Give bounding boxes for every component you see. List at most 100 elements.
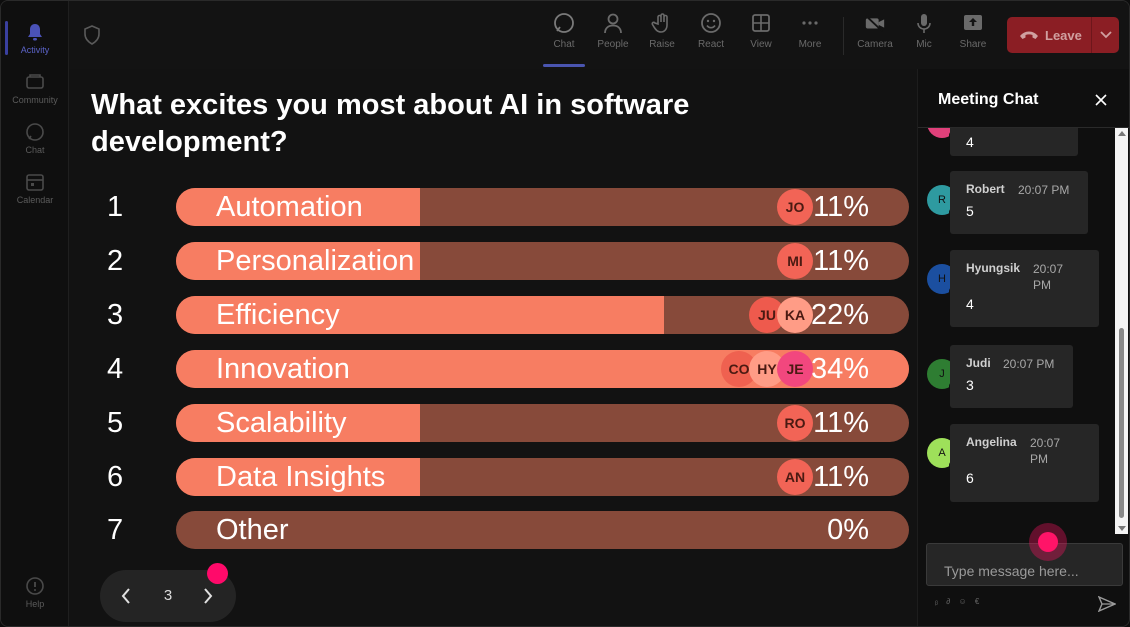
message-text: 4 [966, 296, 974, 312]
toolbar-label: Chat [553, 39, 575, 50]
scrollbar-thumb[interactable] [1119, 328, 1124, 518]
rail-item-chat[interactable]: Chat [1, 113, 69, 163]
close-chat-button[interactable] [1090, 89, 1112, 111]
send-icon [1098, 596, 1116, 612]
prev-page-button[interactable] [106, 570, 146, 622]
rail-item-activity[interactable]: Activity [1, 13, 69, 63]
option-percent: 22% [810, 299, 869, 331]
option-result-bar: Scalability 11% RO [176, 404, 909, 442]
option-percent: 11% [813, 191, 869, 223]
toolbar-raise-button[interactable]: Raise [639, 11, 685, 61]
message-text: 5 [966, 203, 974, 219]
poll-option-row: 7 Other 0% [69, 511, 917, 549]
voter-avatars: RO [777, 405, 813, 441]
chevron-down-icon[interactable] [1091, 17, 1119, 53]
community-icon [25, 72, 45, 92]
voter-avatar[interactable]: JO [777, 189, 813, 225]
option-percent: 34% [810, 353, 869, 385]
toolbar-react-button[interactable]: React [688, 11, 734, 61]
voter-avatar[interactable]: AN [777, 459, 813, 495]
option-label: Automation [216, 191, 363, 223]
sender-name: Angelina [966, 435, 1017, 449]
avatar-initial: R [938, 194, 946, 206]
chat-icon [25, 122, 45, 142]
rail-item-community[interactable]: Community [1, 63, 69, 113]
option-number: 6 [107, 461, 124, 493]
toolbar-chat-button[interactable]: Chat [541, 11, 587, 67]
toolbar-camera-button[interactable]: Camera [852, 11, 898, 61]
message-text: 6 [966, 470, 974, 486]
option-result-fill [176, 242, 420, 280]
chat-message: R Robert 20:07 PM 5 [918, 171, 1114, 234]
toolbar-mic-button[interactable]: Mic [901, 11, 947, 61]
option-number: 5 [107, 407, 124, 439]
message-bubble: Hyungsik 20:07 PM 4 [950, 250, 1099, 327]
leave-button[interactable]: Leave [1007, 17, 1119, 53]
format-toolbar[interactable]: ᵦ ∂ ☺ € [935, 597, 983, 606]
option-label: Efficiency [216, 299, 340, 331]
option-result-bar: Automation 11% JO [176, 188, 909, 226]
option-label: Other [216, 514, 289, 546]
sender-name: Judi [966, 356, 991, 370]
next-page-button[interactable] [188, 570, 228, 622]
voter-avatar[interactable]: RO [777, 405, 813, 441]
voter-avatar[interactable]: MI [777, 243, 813, 279]
toolbar-share-button[interactable]: Share [950, 11, 996, 61]
voter-avatar[interactable]: JE [777, 351, 813, 387]
message-bubble: Judi 20:07 PM 3 [950, 345, 1073, 408]
rail-item-calendar[interactable]: Calendar [1, 163, 69, 213]
option-result-fill [176, 188, 420, 226]
meeting-toolbar: Chat People Raise React View More Camera [69, 1, 1129, 69]
toolbar-label: People [597, 39, 629, 50]
option-number: 3 [107, 299, 124, 331]
message-text: 3 [966, 377, 974, 393]
option-label: Scalability [216, 407, 347, 439]
option-percent: 0% [827, 514, 869, 546]
chat-message: A Angelina 20:07 PM 6 [918, 424, 1114, 502]
option-percent: 11% [813, 407, 869, 439]
sender-name: Robert [966, 182, 1005, 196]
toolbar-label: Share [959, 39, 987, 50]
voter-avatars: MI [777, 243, 813, 279]
rail-item-label: Help [25, 598, 45, 609]
scroll-up-arrow-icon[interactable] [1118, 131, 1126, 136]
chat-message-input[interactable] [926, 543, 1123, 586]
toolbar-more-button[interactable]: More [787, 11, 833, 61]
toolbar-divider [843, 17, 844, 55]
rail-item-help[interactable]: Help [1, 567, 69, 617]
option-number: 7 [107, 514, 124, 546]
poll-option-row: 4 Innovation 34% CO HY JE [69, 350, 917, 388]
scroll-down-arrow-icon[interactable] [1118, 526, 1126, 531]
option-result-fill [176, 296, 664, 334]
poll-option-row: 6 Data Insights 11% AN [69, 458, 917, 496]
chat-message: 4 [918, 128, 1114, 156]
mic-icon [913, 11, 935, 35]
option-number: 1 [107, 191, 124, 223]
message-timestamp: 20:07 PM [1018, 183, 1070, 197]
meeting-chat-panel: Meeting Chat 4 R Robert 20:07 PM 5 H Hyungsik 2… [917, 69, 1129, 626]
more-icon [799, 11, 821, 35]
share-icon [962, 11, 984, 35]
toolbar-label: View [750, 39, 772, 50]
voter-avatars: CO HY JE [721, 351, 813, 387]
option-result-bar: Innovation 34% CO HY JE [176, 350, 909, 388]
voter-avatar[interactable]: HY [749, 351, 785, 387]
cursor-indicator-dot [1029, 523, 1067, 561]
poll-option-row: 2 Personalization 11% MI [69, 242, 917, 280]
message-bubble: Angelina 20:07 PM 6 [950, 424, 1099, 502]
chat-scrollbar[interactable] [1115, 128, 1128, 534]
option-result-bar: Personalization 11% MI [176, 242, 909, 280]
voter-avatars: AN [777, 459, 813, 495]
message-bubble: Robert 20:07 PM 5 [950, 171, 1088, 234]
smile-icon [700, 11, 722, 35]
shield-icon[interactable] [83, 25, 101, 50]
poll-results-panel: What excites you most about AI in softwa… [69, 69, 917, 626]
page-number: 3 [163, 587, 173, 604]
send-button[interactable] [1096, 593, 1118, 615]
toolbar-view-button[interactable]: View [738, 11, 784, 61]
toolbar-people-button[interactable]: People [590, 11, 636, 61]
toolbar-label: Mic [916, 39, 932, 50]
poll-option-row: 3 Efficiency 22% JU KA [69, 296, 917, 334]
message-bubble: 4 [950, 128, 1078, 156]
voter-avatar[interactable]: KA [777, 297, 813, 333]
